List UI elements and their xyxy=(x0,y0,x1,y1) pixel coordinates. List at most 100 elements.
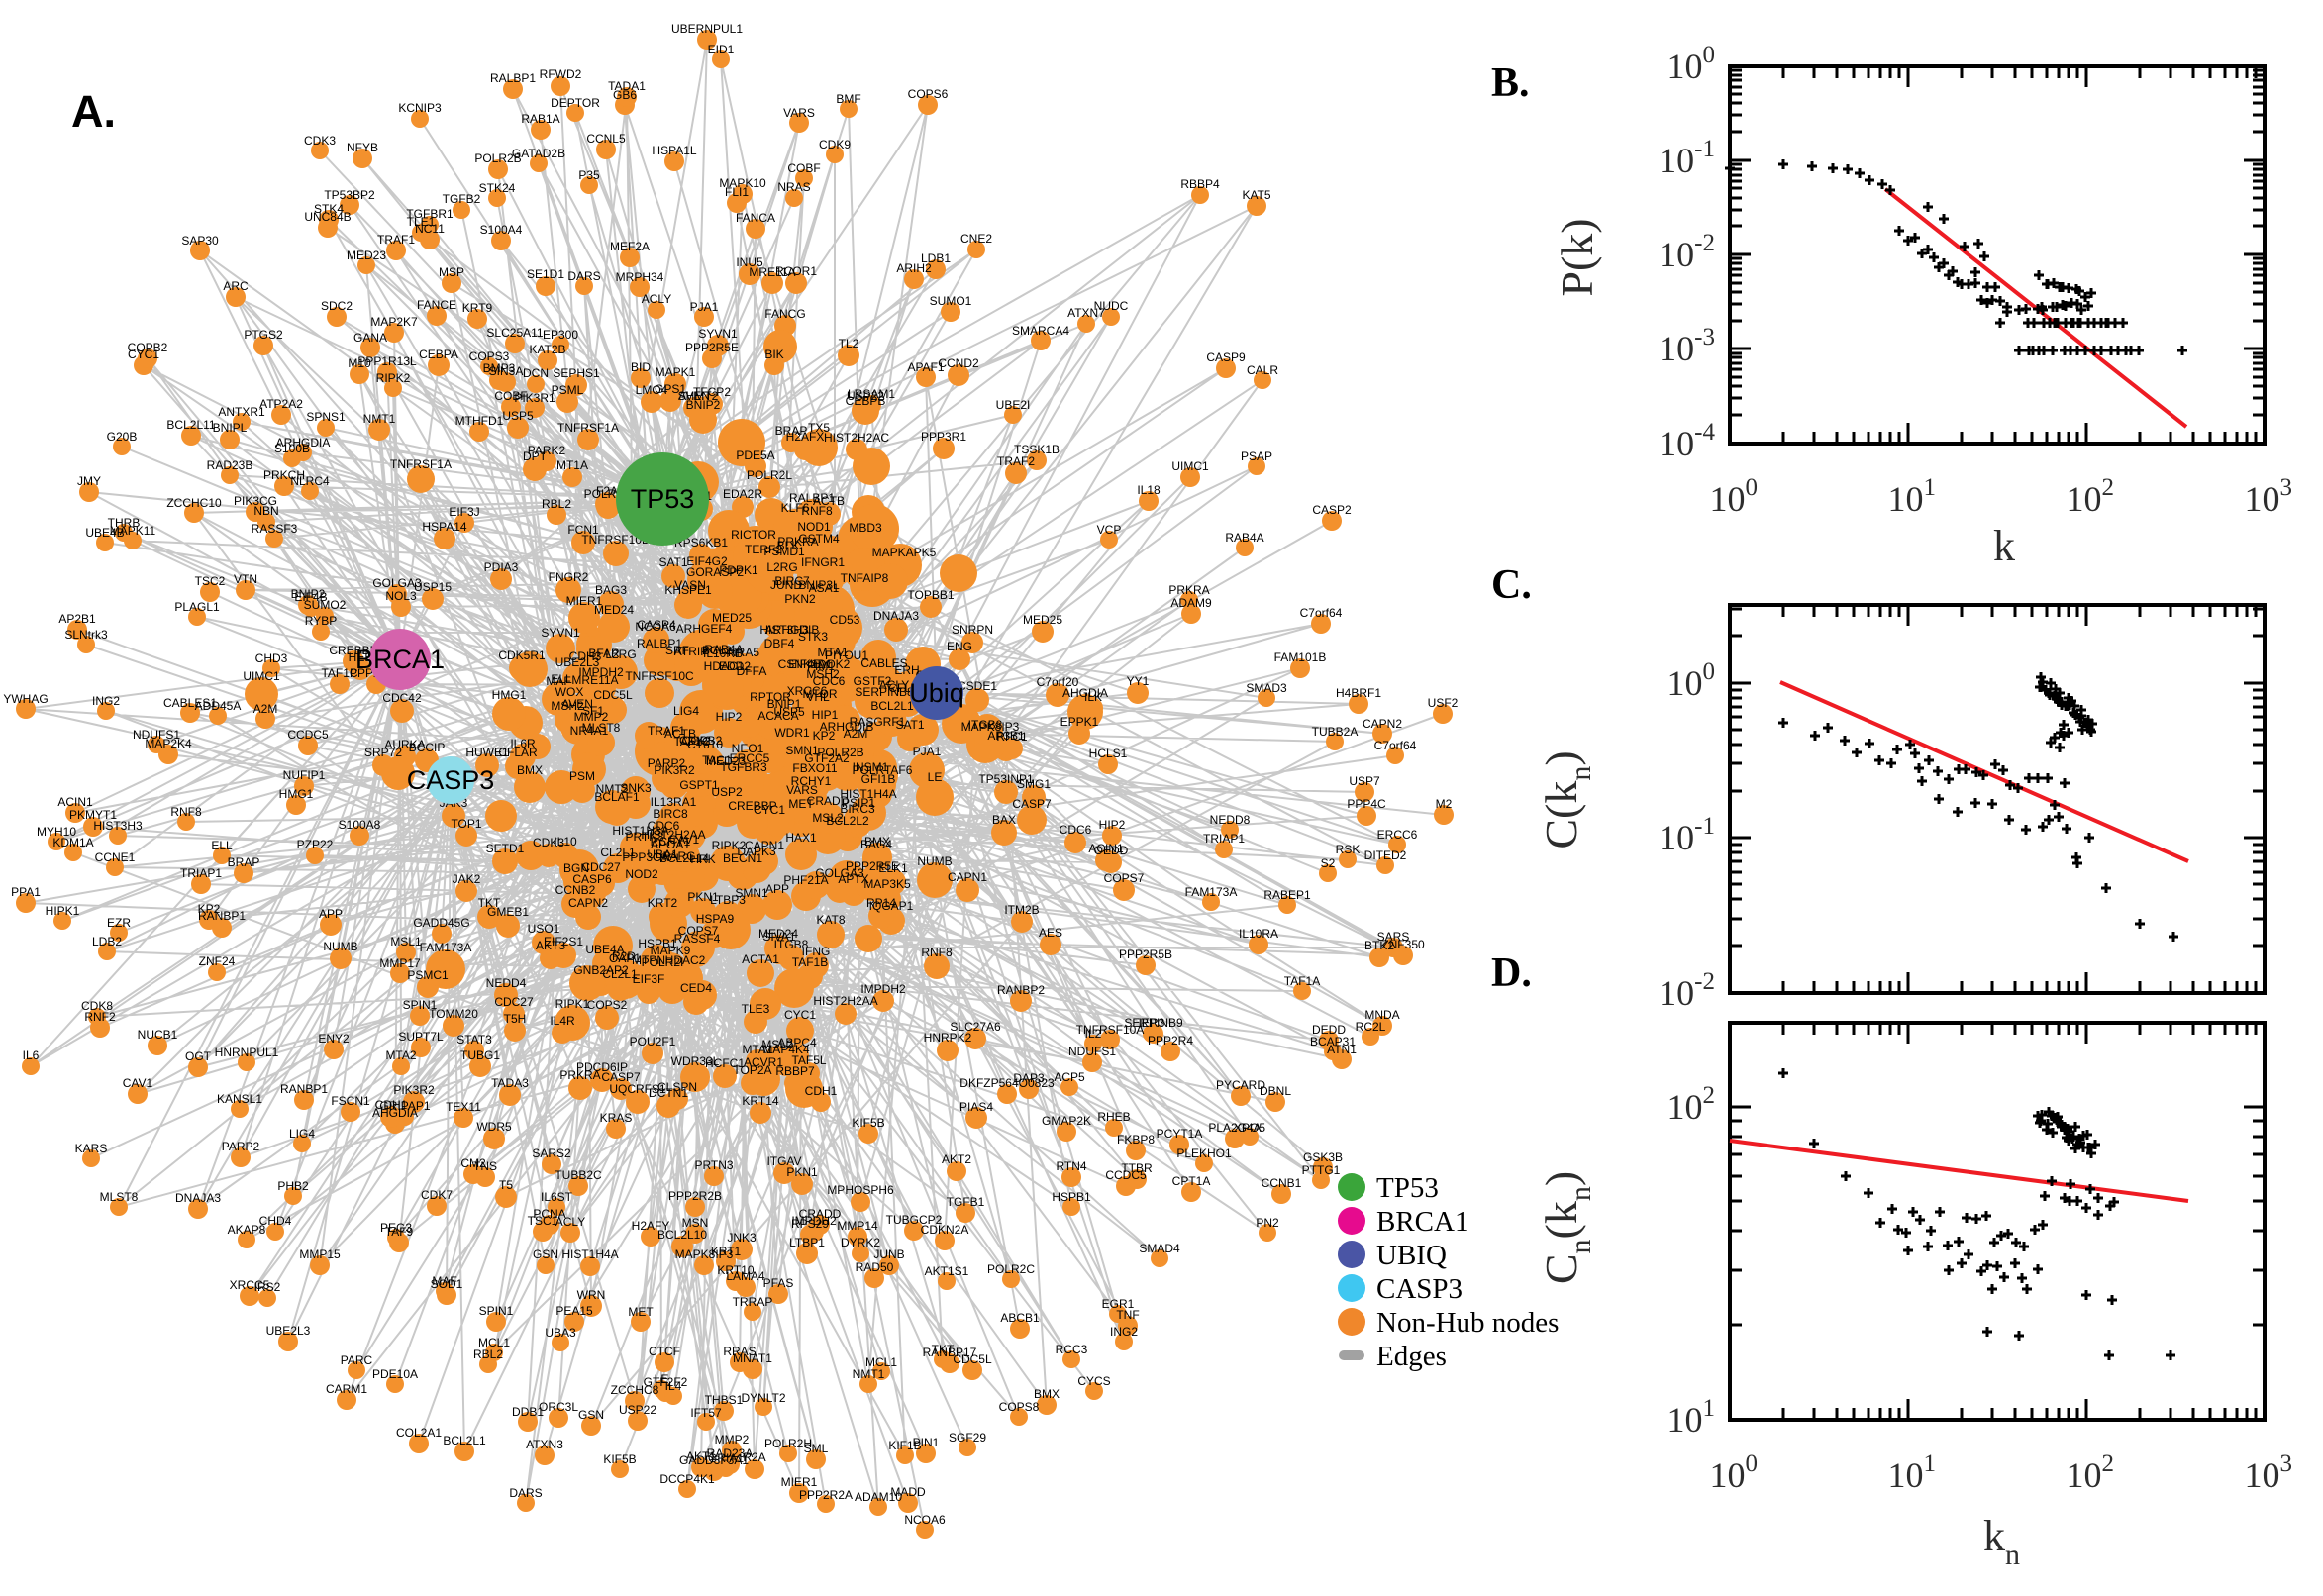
svg-text:CARM1: CARM1 xyxy=(326,1382,367,1396)
svg-text:PARP2: PARP2 xyxy=(648,756,686,770)
svg-text:POLR2B: POLR2B xyxy=(817,746,863,759)
svg-text:CEBPA: CEBPA xyxy=(419,348,458,361)
svg-text:BCLAF1: BCLAF1 xyxy=(594,790,640,804)
svg-text:COPS7: COPS7 xyxy=(678,924,719,938)
svg-text:NMT2: NMT2 xyxy=(596,782,629,796)
svg-text:PIN1: PIN1 xyxy=(913,1436,940,1449)
svg-text:RALBP1: RALBP1 xyxy=(637,637,682,650)
svg-text:APP: APP xyxy=(319,907,343,921)
svg-text:RPTOR: RPTOR xyxy=(750,690,791,704)
svg-text:AHGDIA: AHGDIA xyxy=(372,1106,418,1120)
svg-text:TLE3: TLE3 xyxy=(742,1002,770,1016)
svg-text:VARS: VARS xyxy=(786,783,818,797)
svg-text:UBE2L3: UBE2L3 xyxy=(266,1324,311,1338)
svg-text:RNF8: RNF8 xyxy=(170,805,202,819)
svg-text:HIST2H2AC: HIST2H2AC xyxy=(824,431,889,445)
svg-text:MMP17: MMP17 xyxy=(379,956,421,970)
svg-text:APOA1: APOA1 xyxy=(651,838,690,851)
svg-text:INU5: INU5 xyxy=(736,255,763,269)
svg-text:PARK2: PARK2 xyxy=(528,444,566,457)
svg-text:CEBPB: CEBPB xyxy=(846,394,886,408)
svg-text:GOLGA3: GOLGA3 xyxy=(372,576,422,590)
svg-text:GPS1: GPS1 xyxy=(655,382,686,396)
svg-text:ENY2: ENY2 xyxy=(318,1032,350,1046)
svg-text:RCC3: RCC3 xyxy=(1056,1343,1088,1356)
svg-text:GSK3B: GSK3B xyxy=(1303,1150,1343,1164)
svg-text:PHB2: PHB2 xyxy=(277,1179,309,1193)
svg-text:YWHAG: YWHAG xyxy=(3,692,48,706)
svg-text:STK4: STK4 xyxy=(314,202,344,216)
svg-text:FBXO11: FBXO11 xyxy=(792,761,837,775)
svg-text:ARHGEF4: ARHGEF4 xyxy=(676,622,733,636)
svg-text:NUDC: NUDC xyxy=(1094,299,1129,313)
svg-text:BCL2L14: BCL2L14 xyxy=(659,851,709,865)
svg-text:BID: BID xyxy=(631,360,651,374)
svg-text:SMN1: SMN1 xyxy=(785,744,819,757)
svg-text:HSPA9: HSPA9 xyxy=(696,912,735,926)
svg-text:CDK3: CDK3 xyxy=(304,134,336,148)
svg-text:BCL2L10: BCL2L10 xyxy=(657,1228,707,1242)
svg-text:PPA1: PPA1 xyxy=(11,885,41,899)
svg-text:PSM: PSM xyxy=(569,769,595,783)
svg-text:SIN3A: SIN3A xyxy=(489,364,524,378)
svg-text:SUPT7L: SUPT7L xyxy=(398,1030,444,1044)
svg-text:GTF2F2: GTF2F2 xyxy=(644,1375,688,1389)
svg-text:MNDA: MNDA xyxy=(1364,1008,1399,1022)
svg-text:TP53: TP53 xyxy=(631,484,695,514)
svg-text:RFC1: RFC1 xyxy=(996,730,1028,744)
svg-text:NDUFS1: NDUFS1 xyxy=(133,728,180,742)
svg-text:CCDC5: CCDC5 xyxy=(1105,1168,1147,1182)
svg-text:AES: AES xyxy=(1039,926,1062,940)
svg-text:FNGR2: FNGR2 xyxy=(549,570,589,584)
svg-text:CDC42: CDC42 xyxy=(382,691,422,705)
svg-text:PN2: PN2 xyxy=(1256,1216,1279,1230)
svg-text:HIP1: HIP1 xyxy=(812,708,839,722)
svg-text:STK24: STK24 xyxy=(479,181,516,195)
svg-text:IL6R: IL6R xyxy=(510,737,536,750)
svg-text:KIF5B: KIF5B xyxy=(852,1116,884,1130)
svg-text:ZNF24: ZNF24 xyxy=(199,954,236,968)
svg-text:CM2: CM2 xyxy=(460,1156,486,1170)
svg-text:USP7: USP7 xyxy=(1349,774,1380,788)
svg-text:NUCB1: NUCB1 xyxy=(138,1028,178,1042)
svg-text:HIST2H2AA: HIST2H2AA xyxy=(641,828,705,842)
svg-text:SLC27A6: SLC27A6 xyxy=(950,1020,1001,1034)
svg-text:VASN: VASN xyxy=(674,578,706,592)
svg-text:F2A: F2A xyxy=(596,484,618,498)
svg-text:HIST1H4A: HIST1H4A xyxy=(840,787,896,801)
svg-text:KCNIP3: KCNIP3 xyxy=(398,101,442,115)
svg-text:GOLGA3: GOLGA3 xyxy=(815,866,864,880)
svg-text:CDC6: CDC6 xyxy=(813,674,846,688)
svg-text:USP15: USP15 xyxy=(414,580,452,594)
svg-text:SUMO2: SUMO2 xyxy=(304,598,347,612)
svg-text:FKBP8: FKBP8 xyxy=(1117,1133,1155,1147)
svg-text:MBD3: MBD3 xyxy=(849,521,882,535)
svg-text:AP2B1: AP2B1 xyxy=(58,612,96,626)
svg-text:TOP2A: TOP2A xyxy=(733,1063,771,1077)
svg-text:KANSL1: KANSL1 xyxy=(217,1092,262,1106)
svg-text:ELL: ELL xyxy=(211,839,233,852)
svg-text:CDK3: CDK3 xyxy=(533,836,564,849)
svg-text:HCLS1: HCLS1 xyxy=(1089,747,1128,760)
svg-text:ATRIP: ATRIP xyxy=(674,645,708,658)
svg-text:NR4A1: NR4A1 xyxy=(570,724,609,738)
svg-text:RCHY1: RCHY1 xyxy=(651,835,691,848)
svg-text:D.: D. xyxy=(1491,950,1532,996)
svg-text:GANA: GANA xyxy=(354,331,387,345)
svg-text:TRAF1: TRAF1 xyxy=(648,724,685,738)
svg-text:MRE11A: MRE11A xyxy=(571,673,618,687)
svg-text:CDK9: CDK9 xyxy=(819,138,851,151)
svg-text:T5H: T5H xyxy=(504,1012,527,1026)
svg-text:NC11: NC11 xyxy=(415,222,445,236)
svg-text:ACLY: ACLY xyxy=(879,678,909,692)
svg-text:HSPA14: HSPA14 xyxy=(422,520,466,534)
svg-text:HEB: HEB xyxy=(349,650,373,664)
svg-text:EIF2S1: EIF2S1 xyxy=(544,935,583,948)
svg-text:SMAD4: SMAD4 xyxy=(1139,1242,1180,1255)
svg-text:S2: S2 xyxy=(1321,856,1336,870)
svg-text:EIF3F: EIF3F xyxy=(633,972,665,986)
svg-text:EIF4B: EIF4B xyxy=(294,590,327,604)
svg-text:NRAS: NRAS xyxy=(777,180,810,194)
svg-text:CAPN1: CAPN1 xyxy=(948,870,987,884)
svg-text:EPPK1: EPPK1 xyxy=(1060,715,1099,729)
